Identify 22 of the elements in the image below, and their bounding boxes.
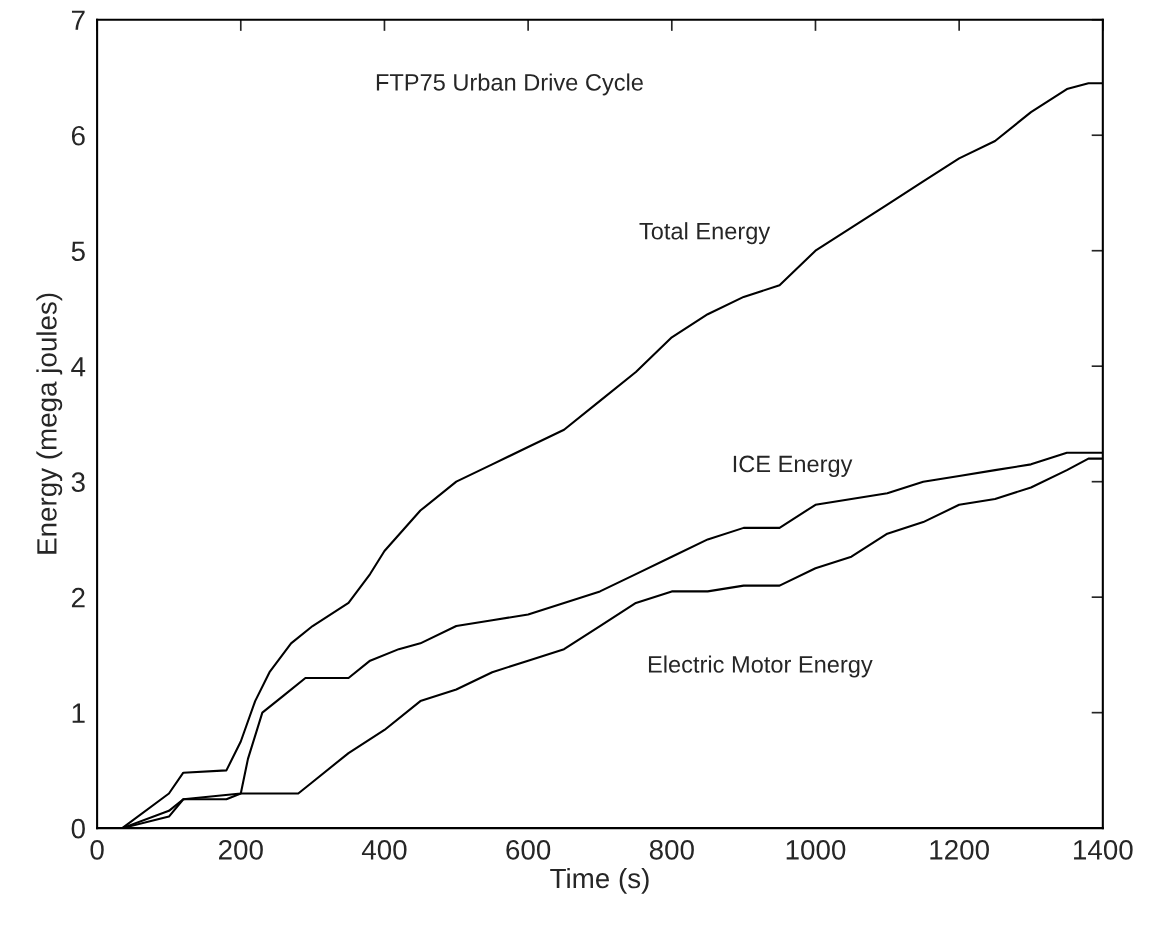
y-tick-label: 7: [71, 10, 85, 30]
y-axis-title: Energy (mega joules): [36, 293, 63, 554]
x-tick-label: 1200: [930, 839, 989, 860]
x-tick-label: 200: [219, 839, 263, 860]
y-tick-label: 4: [71, 357, 86, 377]
x-tick-label: 0: [90, 839, 104, 860]
x-tick-label: 400: [361, 839, 407, 860]
y-tick-label: 1: [72, 703, 85, 723]
x-tick-label: 600: [506, 839, 551, 860]
text: FTP75 Urban Drive Cycle: [376, 73, 643, 96]
annotation: Electric Motor Energy: [648, 655, 873, 678]
y-tick-label: 6: [71, 125, 85, 146]
annotation: Total Energy: [639, 222, 771, 245]
y-tick-label: 0: [71, 818, 85, 839]
x-axis-title: Time (s): [550, 867, 649, 894]
annotation: ICE Energy: [733, 455, 853, 477]
y-tick-label: 3: [71, 472, 85, 493]
x-tick-label: 1000: [786, 839, 846, 860]
x-tick-label: 800: [649, 839, 694, 860]
x-tick-label: 1400: [1074, 839, 1133, 860]
y-tick-label: 2: [71, 587, 85, 608]
y-tick-label: 5: [71, 241, 85, 262]
